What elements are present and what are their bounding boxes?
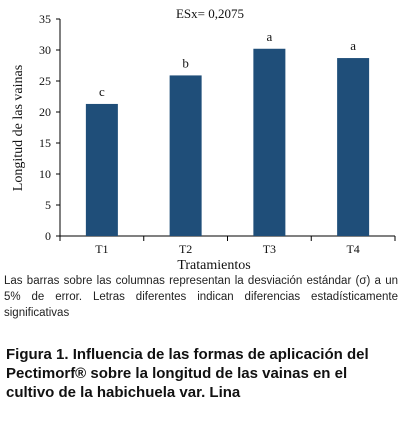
significance-letter: b: [182, 55, 189, 70]
y-tick-label: 10: [39, 167, 51, 181]
y-axis-label: Longitud de las vainas: [11, 65, 26, 191]
y-tick-label: 35: [39, 12, 51, 26]
bar-t3: [253, 48, 286, 237]
significance-letter: c: [99, 84, 105, 99]
x-tick-label: T2: [179, 242, 192, 256]
y-tick-label: 20: [39, 105, 51, 119]
y-tick-label: 0: [45, 229, 51, 243]
bar-t4: [337, 58, 370, 237]
plot-area: 0 5 10 15 20 25 30 35 c T1 b T2 a T3 a T4: [39, 12, 396, 256]
chart-footnote: Las barras sobre las columnas representa…: [4, 275, 398, 319]
x-tick-label: T3: [263, 242, 276, 256]
y-tick-label: 5: [45, 198, 51, 212]
y-tick-label: 25: [39, 74, 51, 88]
y-tick-label: 15: [39, 136, 51, 150]
y-tick-label: 30: [39, 43, 51, 57]
significance-letter: a: [266, 29, 272, 44]
chart-annotation: ESx= 0,2075: [176, 6, 244, 21]
caption-text: Influencia de las formas de aplicación d…: [6, 346, 369, 401]
figure-caption: Figura 1. Influencia de las formas de ap…: [6, 345, 394, 402]
significance-letter: a: [350, 38, 356, 53]
x-tick-label: T1: [95, 242, 108, 256]
bar-t2: [169, 75, 202, 236]
bar-chart: ESx= 0,2075 Longitud de las vainas Trata…: [11, 6, 396, 272]
x-tick-label: T4: [346, 242, 359, 256]
caption-label: Figura 1.: [6, 346, 69, 363]
bar-t1: [85, 103, 118, 236]
x-axis-label: Tratamientos: [177, 258, 250, 272]
